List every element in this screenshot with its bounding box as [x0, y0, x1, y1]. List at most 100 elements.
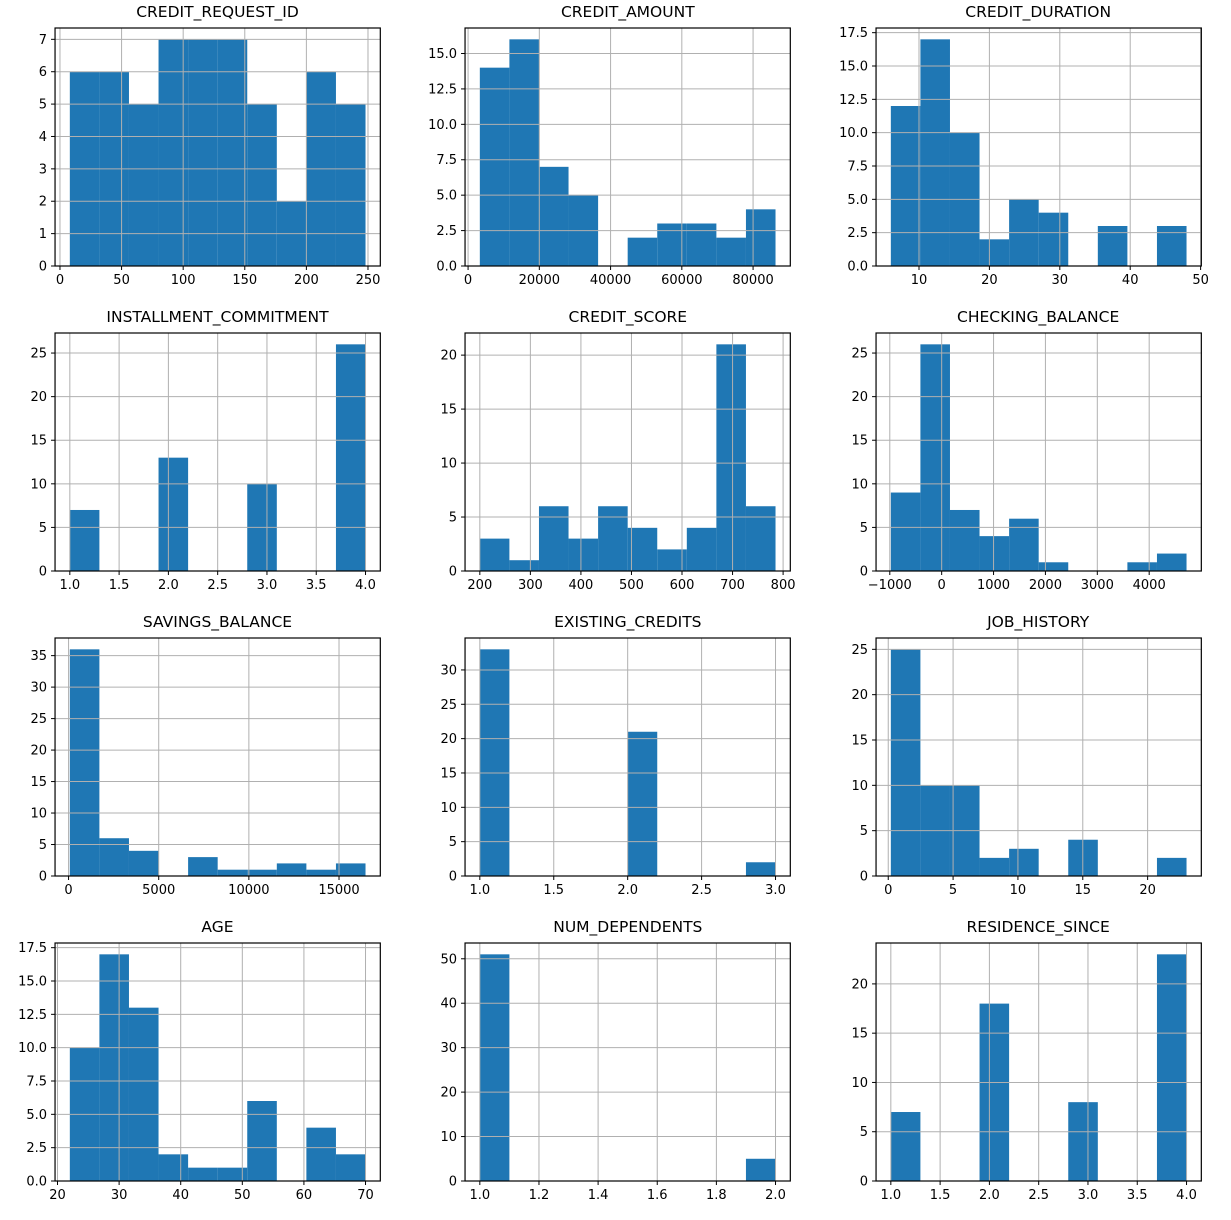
svg-text:20: 20: [981, 273, 998, 288]
chart-title: EXISTING_CREDITS: [554, 613, 702, 631]
svg-text:15000: 15000: [318, 883, 359, 898]
svg-text:60000: 60000: [661, 273, 702, 288]
svg-text:6: 6: [39, 65, 47, 80]
svg-text:3.5: 3.5: [306, 578, 327, 593]
svg-text:5.0: 5.0: [26, 1108, 47, 1123]
svg-text:10: 10: [851, 1076, 868, 1091]
svg-text:−1000: −1000: [867, 578, 911, 593]
svg-text:5: 5: [39, 521, 47, 536]
hist-existing-credits: EXISTING_CREDITS 1.0 1.5 2.0 2.5 3.0 0 5 10 15 20…: [410, 610, 820, 915]
svg-text:2.5: 2.5: [207, 578, 228, 593]
svg-text:25: 25: [851, 347, 868, 362]
svg-text:20: 20: [851, 390, 868, 405]
chart-title: JOB_HISTORY: [987, 613, 1090, 631]
svg-text:5.0: 5.0: [437, 189, 458, 204]
svg-text:1.0: 1.0: [470, 1188, 491, 1203]
svg-text:0.0: 0.0: [26, 1175, 47, 1190]
histogram-plot: 0 50 100 150 200 250 0 1 2 3 4 5 6 7: [39, 27, 381, 288]
svg-text:0: 0: [64, 883, 72, 898]
svg-text:2.0: 2.0: [158, 578, 179, 593]
svg-text:7.5: 7.5: [26, 1075, 47, 1090]
chart-title: NUM_DEPENDENTS: [553, 918, 703, 936]
svg-text:5: 5: [859, 1125, 867, 1140]
svg-text:10: 10: [30, 807, 47, 822]
svg-text:1.6: 1.6: [647, 1188, 668, 1203]
svg-text:50: 50: [113, 273, 130, 288]
svg-text:10: 10: [30, 477, 47, 492]
svg-text:0: 0: [859, 870, 867, 885]
svg-text:20: 20: [441, 1086, 458, 1101]
svg-text:5: 5: [859, 521, 867, 536]
svg-text:20: 20: [441, 732, 458, 747]
svg-text:60: 60: [296, 1188, 313, 1203]
svg-text:7.5: 7.5: [847, 160, 868, 175]
svg-text:1000: 1000: [977, 578, 1010, 593]
svg-text:4: 4: [39, 130, 47, 145]
svg-text:2.5: 2.5: [692, 883, 713, 898]
svg-text:1.5: 1.5: [109, 578, 130, 593]
hist-credit-duration: CREDIT_DURATION 10 20 30 40 50 0.0 2.5 5.0 7.5 10…: [821, 0, 1231, 305]
svg-text:15.0: 15.0: [18, 975, 47, 990]
chart-title: SAVINGS_BALANCE: [142, 613, 293, 631]
svg-text:2.0: 2.0: [765, 1188, 786, 1203]
svg-text:1.0: 1.0: [59, 578, 80, 593]
svg-text:10: 10: [441, 457, 458, 472]
histogram-plot: 0 5 10 15 20 0 5 10 15 20 25: [851, 637, 1202, 898]
svg-text:15: 15: [1074, 883, 1091, 898]
hist-credit-amount: CREDIT_AMOUNT 0 20000 40000 60000 80000 0.0 2.…: [410, 0, 820, 305]
svg-text:2.0: 2.0: [618, 883, 639, 898]
svg-text:10: 10: [441, 801, 458, 816]
hist-num-dependents: NUM_DEPENDENTS 1.0 1.2 1.4 1.6 1.8 2.0 0 10 20 30…: [410, 915, 820, 1220]
svg-text:20: 20: [30, 390, 47, 405]
svg-text:15: 15: [851, 1027, 868, 1042]
svg-text:0: 0: [39, 565, 47, 580]
svg-text:10.0: 10.0: [18, 1041, 47, 1056]
svg-text:0: 0: [39, 870, 47, 885]
svg-text:700: 700: [720, 578, 745, 593]
histogram-plot: 20 30 40 50 60 70 0.0 2.5 5.0 7.5 10.0 12.5 15.0 17.5: [18, 941, 381, 1203]
svg-text:3.0: 3.0: [765, 883, 786, 898]
svg-text:25: 25: [30, 347, 47, 362]
chart-title: CREDIT_SCORE: [568, 308, 688, 326]
hist-credit-request-id: CREDIT_REQUEST_ID 0 50 100 150 200 250 0 1 2 3 4 5 6…: [0, 0, 410, 305]
chart-title: CREDIT_REQUEST_ID: [136, 3, 299, 21]
svg-text:15: 15: [851, 434, 868, 449]
svg-text:2000: 2000: [1029, 578, 1062, 593]
svg-text:15: 15: [30, 434, 47, 449]
svg-text:17.5: 17.5: [18, 941, 47, 956]
svg-text:600: 600: [670, 578, 695, 593]
histogram-plot: 10 20 30 40 50 0.0 2.5 5.0 7.5 10.0 12.5 15.0 17.5: [839, 26, 1209, 288]
svg-text:150: 150: [232, 273, 257, 288]
histogram-plot: 1.0 1.2 1.4 1.6 1.8 2.0 0 10 20 30 40 50: [441, 942, 792, 1203]
chart-title: CREDIT_AMOUNT: [560, 3, 695, 21]
chart-title: RESIDENCE_SINCE: [966, 918, 1110, 936]
svg-text:1.5: 1.5: [544, 883, 565, 898]
histogram-plot: 1.0 1.5 2.0 2.5 3.0 0 5 10 15 20 25 30: [441, 637, 792, 898]
svg-text:20: 20: [1139, 883, 1156, 898]
svg-text:80000: 80000: [733, 273, 774, 288]
svg-text:7: 7: [39, 33, 47, 48]
svg-text:3.0: 3.0: [1077, 1188, 1098, 1203]
svg-text:17.5: 17.5: [839, 26, 868, 41]
svg-text:0: 0: [449, 1175, 457, 1190]
svg-text:10: 10: [910, 273, 927, 288]
chart-title: AGE: [201, 918, 234, 936]
svg-text:0: 0: [449, 870, 457, 885]
svg-text:250: 250: [356, 273, 381, 288]
svg-text:5: 5: [449, 835, 457, 850]
svg-text:15: 15: [441, 766, 458, 781]
svg-text:50: 50: [441, 952, 458, 967]
svg-text:10.0: 10.0: [428, 118, 457, 133]
svg-text:0: 0: [56, 273, 64, 288]
svg-text:400: 400: [569, 578, 594, 593]
svg-text:4000: 4000: [1132, 578, 1165, 593]
svg-text:25: 25: [851, 643, 868, 658]
svg-text:35: 35: [30, 649, 47, 664]
svg-text:0: 0: [859, 565, 867, 580]
svg-text:12.5: 12.5: [839, 93, 868, 108]
histogram-plot: 1.0 1.5 2.0 2.5 3.0 3.5 4.0 0 5 10 15 20: [851, 942, 1202, 1203]
svg-text:20: 20: [441, 349, 458, 364]
svg-text:40: 40: [441, 997, 458, 1012]
